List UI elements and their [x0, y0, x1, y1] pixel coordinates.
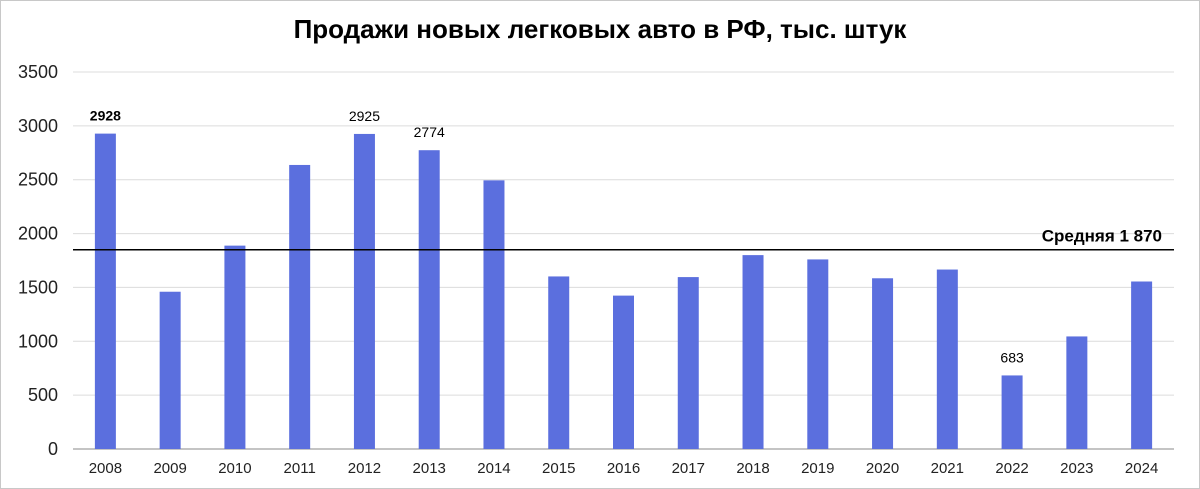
x-axis-ticks: 2008 2009 2010 2011 2012 2013 2014 2015 2016 2017… [89, 460, 1159, 477]
bar-2012 [353, 133, 375, 449]
bar-2023 [1066, 336, 1088, 449]
average-line-label: Средняя 1 870 [1042, 227, 1162, 246]
y-tick-label: 3000 [18, 116, 58, 136]
x-tick-label: 2020 [866, 460, 899, 477]
y-tick-label: 1500 [18, 277, 58, 297]
x-tick-label: 2024 [1125, 460, 1158, 477]
bar-2009 [159, 291, 181, 449]
bar-2018 [742, 255, 764, 449]
bar-2014 [483, 180, 505, 449]
data-label: 2774 [414, 124, 445, 140]
bar-2017 [677, 277, 699, 449]
average-line-group: Средняя 1 870 [73, 227, 1174, 251]
x-tick-label: 2019 [801, 460, 834, 477]
bar-2008 [94, 133, 116, 450]
bar-2013 [418, 150, 440, 450]
data-label: 2925 [349, 108, 380, 124]
bar-2011 [289, 164, 311, 449]
y-tick-label: 2500 [18, 170, 58, 190]
bars [94, 133, 1153, 450]
bar-2010 [224, 245, 246, 449]
x-tick-label: 2023 [1060, 460, 1093, 477]
x-tick-label: 2015 [542, 460, 575, 477]
x-tick-label: 2016 [607, 460, 640, 477]
y-tick-label: 0 [48, 439, 58, 459]
x-tick-label: 2010 [218, 460, 251, 477]
x-tick-label: 2022 [995, 460, 1028, 477]
y-tick-label: 500 [28, 385, 58, 405]
bar-2021 [936, 269, 958, 449]
data-label: 683 [1000, 349, 1024, 365]
data-label: 2928 [90, 108, 121, 124]
x-tick-label: 2009 [153, 460, 186, 477]
y-axis-ticks: 0 500 1000 1500 2000 2500 3000 3500 [18, 62, 58, 459]
x-tick-label: 2021 [931, 460, 964, 477]
x-tick-label: 2017 [672, 460, 705, 477]
y-tick-label: 3500 [18, 62, 58, 82]
x-tick-label: 2008 [89, 460, 122, 477]
x-tick-label: 2013 [413, 460, 446, 477]
y-tick-label: 1000 [18, 331, 58, 351]
bar-2015 [548, 276, 570, 449]
data-labels: 2928 2925 2774 683 [90, 108, 1024, 366]
bar-2019 [807, 259, 829, 449]
x-tick-label: 2014 [477, 460, 510, 477]
bar-2020 [872, 278, 894, 449]
bar-2016 [613, 295, 634, 449]
x-tick-label: 2018 [736, 460, 769, 477]
x-tick-label: 2011 [284, 460, 316, 477]
x-tick-label: 2012 [348, 460, 381, 477]
bar-2024 [1131, 281, 1153, 449]
chart-title: Продажи новых легковых авто в РФ, тыс. ш… [293, 14, 907, 44]
y-tick-label: 2000 [18, 224, 58, 244]
bar-2022 [1001, 375, 1023, 449]
